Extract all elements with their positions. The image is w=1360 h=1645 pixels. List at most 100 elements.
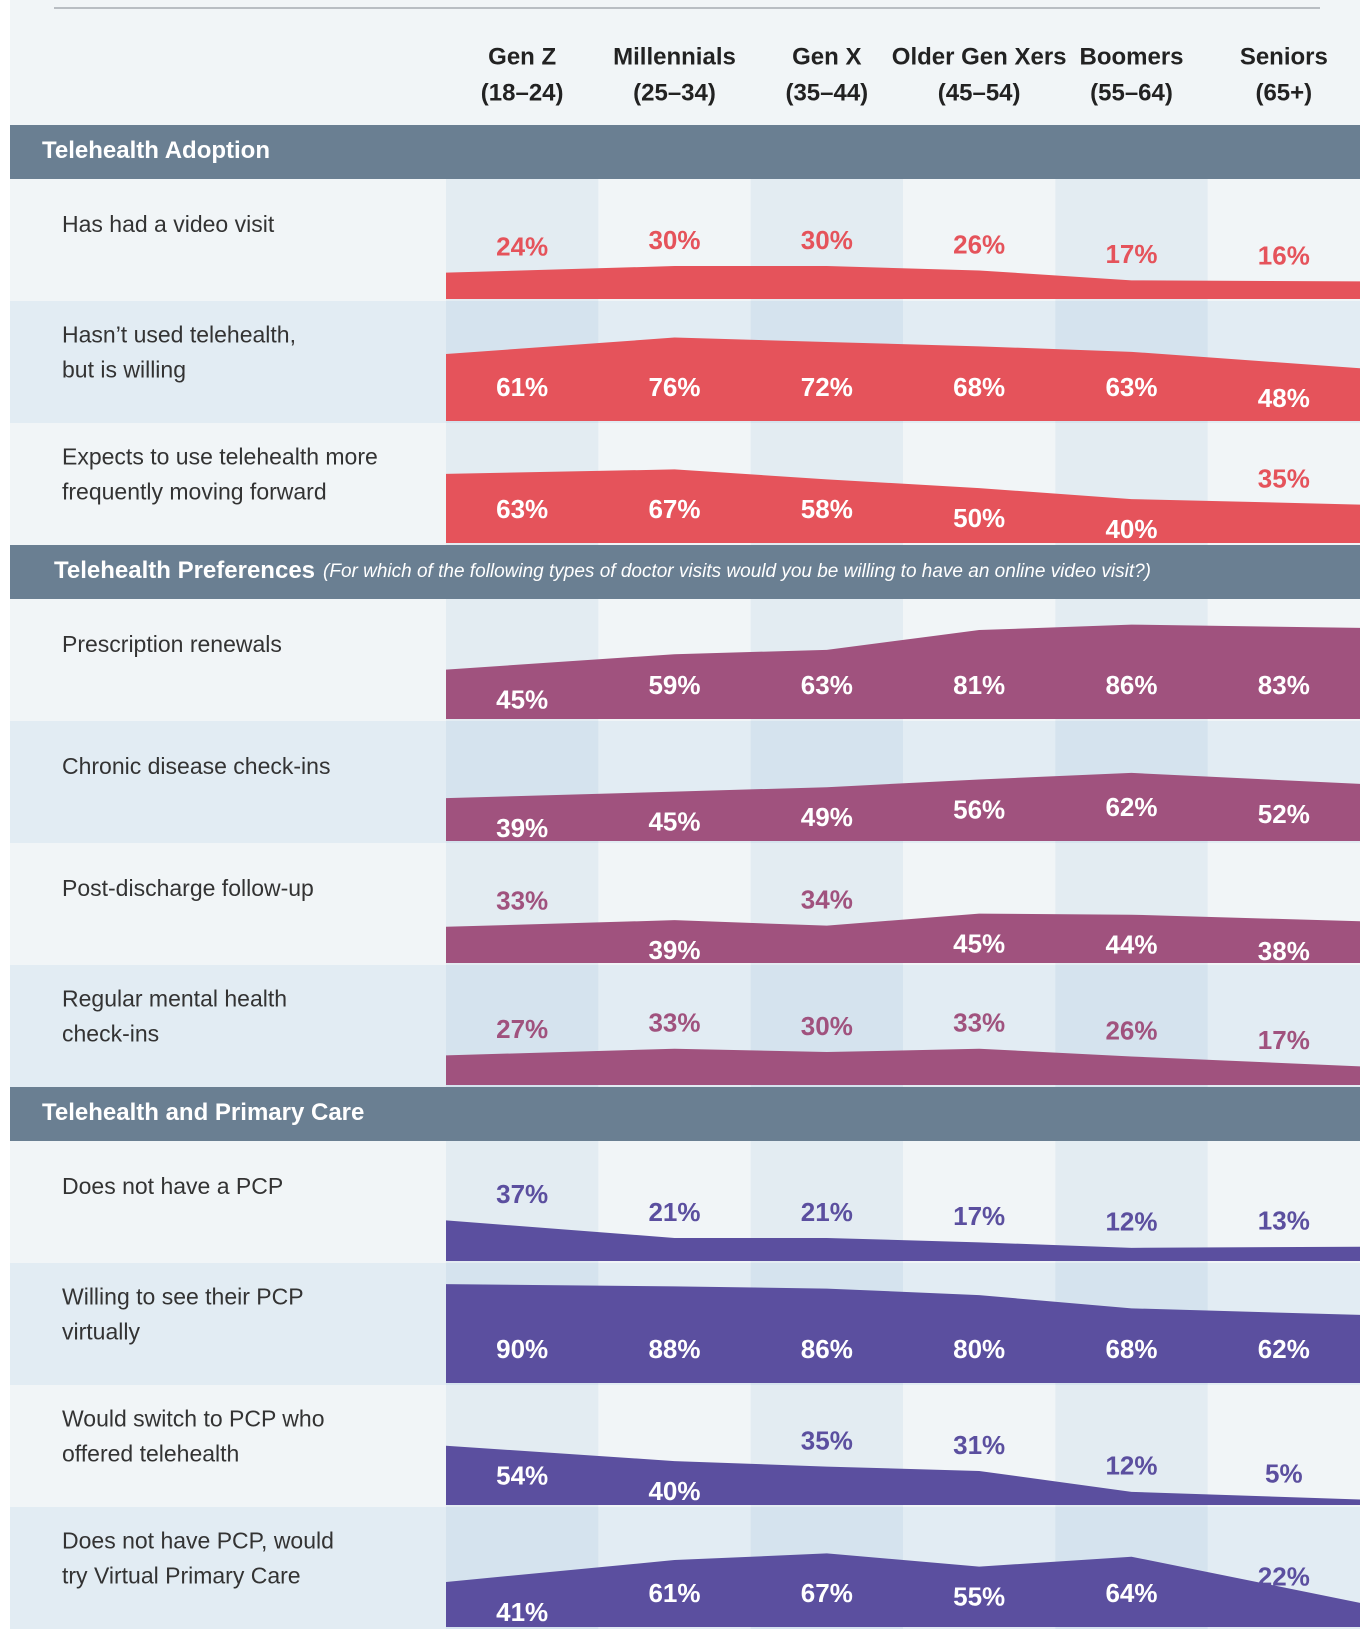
section-title-text: Telehealth Adoption [42,137,270,164]
column-header: (45–54) [938,79,1021,106]
row-label: Willing to see their PCP [62,1284,304,1310]
value-label: 61% [496,372,548,402]
value-label: 39% [648,935,700,965]
value-label: 44% [1105,930,1157,960]
value-label: 67% [801,1578,853,1608]
value-label: 88% [648,1334,700,1364]
value-label: 34% [801,885,853,915]
section-title-text: Telehealth and Primary Care [42,1099,364,1126]
value-label: 58% [801,494,853,524]
section-title: Telehealth and Primary Care [42,1099,364,1126]
value-label: 26% [953,229,1005,259]
value-label: 33% [648,1008,700,1038]
row-label: virtually [62,1319,140,1345]
value-label: 24% [496,232,548,262]
row-label: frequently moving forward [62,479,327,505]
column-header: (65+) [1255,79,1312,106]
value-label: 56% [953,794,1005,824]
value-label: 30% [648,225,700,255]
value-label: 22% [1258,1562,1310,1592]
value-label: 35% [1258,463,1310,493]
value-label: 17% [1105,239,1157,269]
area [446,1553,1360,1627]
column-header: Seniors [1240,43,1328,70]
value-label: 45% [496,684,548,714]
value-label: 59% [648,670,700,700]
value-label: 63% [801,670,853,700]
row-label: Chronic disease check-ins [62,753,330,779]
section-header [10,1087,1360,1141]
column-header: Boomers [1079,43,1183,70]
section-title: Telehealth Adoption [42,137,270,164]
row-label: Would switch to PCP who [62,1406,325,1432]
value-label: 33% [496,886,548,916]
area [446,772,1360,841]
value-label: 17% [1258,1025,1310,1055]
area [446,1048,1360,1085]
value-label: 52% [1258,799,1310,829]
row-label: check-ins [62,1021,159,1047]
value-label: 21% [801,1197,853,1227]
value-label: 54% [496,1461,548,1491]
area [446,469,1360,543]
value-label: 45% [953,928,1005,958]
value-label: 40% [1105,514,1157,544]
background [10,0,1360,125]
value-label: 38% [1258,936,1310,966]
value-label: 61% [648,1578,700,1608]
value-label: 86% [801,1334,853,1364]
section-header [10,545,1360,599]
value-label: 33% [953,1008,1005,1038]
value-label: 49% [801,802,853,832]
value-label: 68% [1105,1334,1157,1364]
area [446,1445,1360,1505]
area [446,1220,1360,1261]
column-header: Older Gen Xers [892,43,1067,70]
value-label: 68% [953,372,1005,402]
value-label: 62% [1105,792,1157,822]
section-title: Telehealth Preferences (For which of the … [54,557,1151,584]
column-header: (55–64) [1090,79,1173,106]
value-label: 41% [496,1597,548,1627]
value-label: 86% [1105,670,1157,700]
row-label: Hasn’t used telehealth, [62,322,296,348]
value-label: 72% [801,372,853,402]
value-label: 12% [1105,1207,1157,1237]
value-label: 80% [953,1334,1005,1364]
row-label: Post-discharge follow-up [62,875,314,901]
value-label: 37% [496,1179,548,1209]
column-header: (18–24) [481,79,564,106]
column-header: (35–44) [785,79,868,106]
value-label: 76% [648,372,700,402]
value-label: 12% [1105,1451,1157,1481]
value-label: 31% [953,1430,1005,1460]
value-label: 30% [801,225,853,255]
value-label: 16% [1258,240,1310,270]
row-label: offered telehealth [62,1441,239,1467]
value-label: 40% [648,1476,700,1506]
value-label: 83% [1258,670,1310,700]
value-label: 90% [496,1334,548,1364]
value-label: 17% [953,1201,1005,1231]
row-label: try Virtual Primary Care [62,1563,301,1589]
value-label: 13% [1258,1206,1310,1236]
area [446,913,1360,963]
value-label: 63% [1105,372,1157,402]
value-label: 5% [1265,1458,1303,1488]
area [446,624,1360,719]
row-label: Expects to use telehealth more [62,444,378,470]
value-label: 67% [648,494,700,524]
row-label: Does not have a PCP [62,1173,283,1199]
area [446,337,1360,421]
value-label: 62% [1258,1334,1310,1364]
area [446,266,1360,299]
value-label: 21% [648,1197,700,1227]
value-label: 81% [953,670,1005,700]
section-subtitle: (For which of the following types of doc… [323,561,1151,582]
value-label: 35% [801,1425,853,1455]
row-label: Does not have PCP, would [62,1528,334,1554]
area [446,1284,1360,1383]
value-label: 64% [1105,1578,1157,1608]
value-label: 30% [801,1011,853,1041]
value-label: 63% [496,494,548,524]
